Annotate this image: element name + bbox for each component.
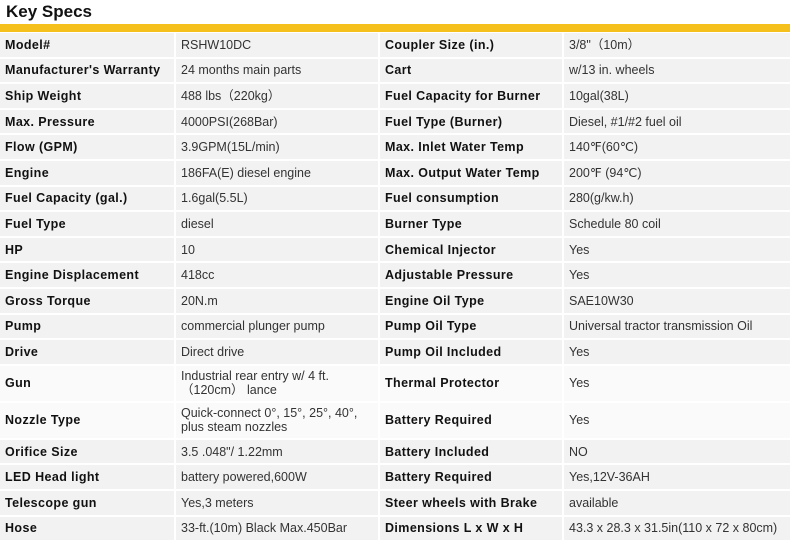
spec-label: Orifice Size (0, 439, 174, 464)
spec-value: 3.9GPM(15L/min) (176, 135, 378, 159)
spec-label: Fuel consumption (380, 186, 562, 211)
table-row: Gun Industrial rear entry w/ 4 ft.（120cm）… (0, 365, 790, 401)
table-row: Max. Pressure 4000PSI(268Bar) Fuel Type (B… (0, 109, 790, 134)
table-row: Pump commercial plunger pump Pump Oil Type… (0, 314, 790, 339)
table-row: HP 10 Chemical Injector Yes (0, 237, 790, 262)
spec-value: 1.6gal(5.5L) (176, 186, 378, 211)
spec-value: 4000PSI(268Bar) (176, 109, 378, 134)
spec-label: Ship Weight (0, 84, 174, 108)
spec-label: LED Head light (0, 465, 174, 489)
spec-label: Manufacturer's Warranty (0, 58, 174, 83)
spec-value: Yes (564, 340, 790, 364)
spec-value: 488 lbs（220kg） (176, 84, 378, 108)
spec-label: Engine Displacement (0, 263, 174, 287)
table-row: Drive Direct drive Pump Oil Included Yes (0, 340, 790, 364)
spec-value: commercial plunger pump (176, 314, 378, 339)
table-row: Fuel Capacity (gal.) 1.6gal(5.5L) Fuel con… (0, 186, 790, 211)
spec-label: Steer wheels with Brake (380, 490, 562, 515)
spec-value: Universal tractor transmission Oil (564, 314, 790, 339)
spec-label: Fuel Type (Burner) (380, 109, 562, 134)
spec-value: Yes,3 meters (176, 490, 378, 515)
spec-value: 10 (176, 237, 378, 262)
spec-value: 186FA(E) diesel engine (176, 160, 378, 185)
spec-label: Dimensions L x W x H (380, 516, 562, 541)
spec-value: Diesel, #1/#2 fuel oil (564, 109, 790, 134)
table-row: Hose 33-ft.(10m) Black Max.450Bar Dimensio… (0, 516, 790, 541)
spec-value: 418cc (176, 263, 378, 287)
spec-value: battery powered,600W (176, 465, 378, 489)
spec-label: Coupler Size (in.) (380, 33, 562, 57)
section-title: Key Specs (6, 2, 92, 21)
spec-value: 43.3 x 28.3 x 31.5in(110 x 72 x 80cm) (564, 516, 790, 541)
table-row: Model# RSHW10DC Coupler Size (in.) 3/8"（10m… (0, 33, 790, 57)
spec-value: Yes (564, 365, 790, 401)
spec-label: HP (0, 237, 174, 262)
spec-label: Nozzle Type (0, 402, 174, 438)
spec-label: Battery Required (380, 465, 562, 489)
table-row: LED Head light battery powered,600W Batter… (0, 465, 790, 489)
spec-value: 3.5 .048"/ 1.22mm (176, 439, 378, 464)
table-row: Engine 186FA(E) diesel engine Max. Output … (0, 160, 790, 185)
spec-value: 140℉(60℃) (564, 135, 790, 159)
spec-value: RSHW10DC (176, 33, 378, 57)
table-row: Ship Weight 488 lbs（220kg） Fuel Capacity f… (0, 84, 790, 108)
spec-value: Direct drive (176, 340, 378, 364)
spec-value: Yes (564, 402, 790, 438)
spec-value: 3/8"（10m） (564, 33, 790, 57)
spec-value: 24 months main parts (176, 58, 378, 83)
specs-table: Model# RSHW10DC Coupler Size (in.) 3/8"（10m… (0, 33, 790, 542)
spec-label: Gun (0, 365, 174, 401)
spec-label: Telescope gun (0, 490, 174, 515)
table-row: Nozzle Type Quick-connect 0°, 15°, 25°, 4… (0, 402, 790, 438)
spec-label: Max. Output Water Temp (380, 160, 562, 185)
table-row: Fuel Type diesel Burner Type Schedule 80 co… (0, 212, 790, 236)
spec-value: Yes (564, 263, 790, 287)
spec-label: Fuel Type (0, 212, 174, 236)
spec-label: Adjustable Pressure (380, 263, 562, 287)
table-row: Orifice Size 3.5 .048"/ 1.22mm Battery Inc… (0, 439, 790, 464)
spec-label: Drive (0, 340, 174, 364)
spec-value: 280(g/kw.h) (564, 186, 790, 211)
table-row: Manufacturer's Warranty 24 months main pa… (0, 58, 790, 83)
spec-label: Thermal Protector (380, 365, 562, 401)
spec-label: Gross Torque (0, 288, 174, 313)
spec-value: 20N.m (176, 288, 378, 313)
spec-label: Cart (380, 58, 562, 83)
spec-label: Battery Required (380, 402, 562, 438)
spec-label: Max. Inlet Water Temp (380, 135, 562, 159)
spec-label: Pump (0, 314, 174, 339)
spec-value: 10gal(38L) (564, 84, 790, 108)
table-row: Telescope gun Yes,3 meters Steer wheels wi… (0, 490, 790, 515)
spec-value: Schedule 80 coil (564, 212, 790, 236)
spec-label: Pump Oil Type (380, 314, 562, 339)
spec-label: Chemical Injector (380, 237, 562, 262)
spec-label: Flow (GPM) (0, 135, 174, 159)
table-row: Flow (GPM) 3.9GPM(15L/min) Max. Inlet Wate… (0, 135, 790, 159)
spec-value: diesel (176, 212, 378, 236)
spec-value: Industrial rear entry w/ 4 ft.（120cm） la… (176, 365, 378, 401)
spec-value: Yes,12V-36AH (564, 465, 790, 489)
spec-label: Engine (0, 160, 174, 185)
spec-label: Battery Included (380, 439, 562, 464)
table-row: Engine Displacement 418cc Adjustable Press… (0, 263, 790, 287)
spec-value: 200℉ (94℃) (564, 160, 790, 185)
spec-value: SAE10W30 (564, 288, 790, 313)
spec-value: w/13 in. wheels (564, 58, 790, 83)
spec-value: available (564, 490, 790, 515)
spec-label: Max. Pressure (0, 109, 174, 134)
spec-label: Hose (0, 516, 174, 541)
spec-value: 33-ft.(10m) Black Max.450Bar (176, 516, 378, 541)
spec-label: Engine Oil Type (380, 288, 562, 313)
spec-value: Yes (564, 237, 790, 262)
spec-label: Pump Oil Included (380, 340, 562, 364)
spec-label: Burner Type (380, 212, 562, 236)
spec-label: Model# (0, 33, 174, 57)
accent-bar (0, 24, 790, 32)
spec-value: Quick-connect 0°, 15°, 25°, 40°, plus st… (176, 402, 378, 438)
spec-label: Fuel Capacity for Burner (380, 84, 562, 108)
spec-label: Fuel Capacity (gal.) (0, 186, 174, 211)
table-row: Gross Torque 20N.m Engine Oil Type SAE10W30 (0, 288, 790, 313)
spec-value: NO (564, 439, 790, 464)
